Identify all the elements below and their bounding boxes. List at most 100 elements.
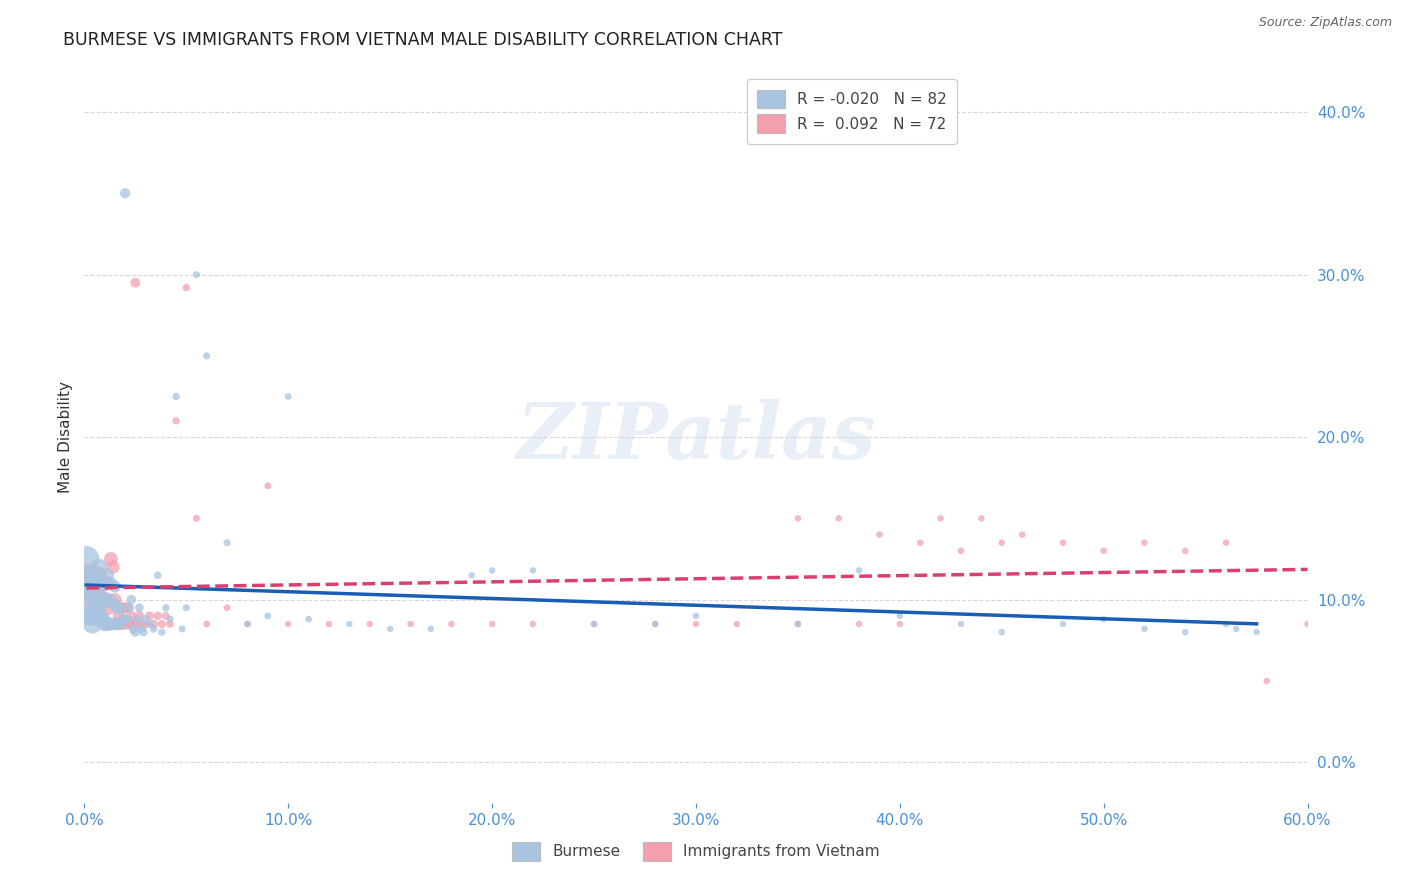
Point [90,592,112,607]
Point [420,622,443,636]
Point [461,568,484,582]
Point [150,617,173,632]
Point [380,622,402,636]
Point [217,600,239,615]
Point [96,576,118,591]
Point [1052,535,1074,549]
Point [101,596,124,610]
Point [97,592,120,607]
Point [83,576,105,591]
Point [115,600,138,615]
Point [146,568,169,582]
Point [96,568,118,582]
Point [87,568,110,582]
Point [257,608,280,623]
Point [120,592,142,607]
Point [97,600,120,615]
Text: Source: ZipAtlas.com: Source: ZipAtlas.com [1258,16,1392,29]
Point [93,617,115,632]
Point [186,268,208,282]
Point [1133,535,1156,549]
Point [83,608,105,623]
Point [91,576,114,591]
Point [82,617,104,632]
Point [481,617,503,632]
Point [1092,544,1115,558]
Point [77,600,100,615]
Point [685,608,707,623]
Point [1246,625,1268,640]
Point [86,576,108,591]
Point [100,576,122,591]
Point [950,544,973,558]
Point [217,535,239,549]
Point [77,584,100,599]
Point [1296,617,1319,632]
Point [277,617,299,632]
Point [115,612,138,626]
Text: ZIPatlas: ZIPatlas [516,399,876,475]
Point [132,625,155,640]
Point [991,535,1014,549]
Point [869,527,891,541]
Point [118,600,141,615]
Point [128,608,150,623]
Legend: Burmese, Immigrants from Vietnam: Burmese, Immigrants from Vietnam [505,834,887,868]
Point [787,617,810,632]
Point [142,622,165,636]
Point [159,617,181,632]
Point [991,625,1014,640]
Point [1215,535,1237,549]
Point [127,617,149,632]
Point [79,568,101,582]
Point [195,349,218,363]
Point [75,552,97,566]
Point [1256,673,1278,688]
Point [110,617,132,632]
Point [195,617,218,632]
Point [104,592,127,607]
Point [120,608,142,623]
Point [135,617,157,632]
Point [135,612,157,626]
Point [1225,622,1247,636]
Point [787,617,810,632]
Point [90,592,112,607]
Point [236,617,259,632]
Point [138,617,160,632]
Point [1011,527,1033,541]
Point [848,563,870,577]
Point [105,600,128,615]
Point [910,535,932,549]
Point [318,617,340,632]
Point [87,600,110,615]
Point [101,617,124,632]
Point [1215,617,1237,632]
Point [91,612,114,626]
Point [828,511,851,525]
Point [100,552,122,566]
Point [77,576,100,591]
Point [112,612,135,626]
Point [1052,617,1074,632]
Point [108,600,131,615]
Point [1174,625,1197,640]
Point [128,600,150,615]
Point [165,414,187,428]
Point [104,617,127,632]
Point [159,612,181,626]
Point [87,560,110,574]
Point [104,580,127,594]
Point [889,608,911,623]
Point [236,617,259,632]
Point [114,617,136,632]
Point [79,584,101,599]
Point [131,622,153,636]
Point [100,617,122,632]
Point [522,563,544,577]
Point [124,625,146,640]
Point [101,560,124,574]
Point [124,276,146,290]
Point [970,511,993,525]
Point [91,576,114,591]
